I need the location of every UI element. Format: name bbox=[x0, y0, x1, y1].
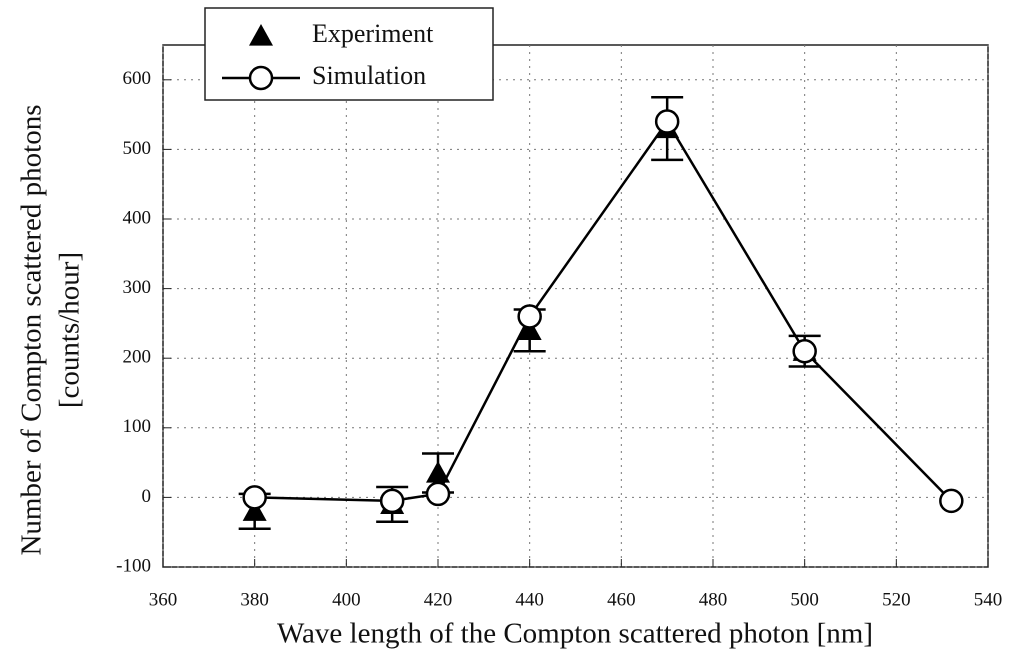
plot-frame bbox=[162, 44, 989, 568]
x-tick-label: 440 bbox=[515, 589, 544, 610]
x-axis-label: Wave length of the Compton scattered pho… bbox=[277, 618, 873, 650]
x-tick-label: 380 bbox=[240, 589, 269, 610]
marker-circle bbox=[425, 481, 451, 507]
x-tick-label: 420 bbox=[424, 589, 453, 610]
y-axis-label: [counts/hour] bbox=[54, 252, 86, 408]
x-tick-label: 360 bbox=[149, 589, 178, 610]
marker-triangle bbox=[517, 318, 542, 340]
marker-circle bbox=[939, 488, 964, 514]
y-tick-label: -100 bbox=[116, 555, 151, 576]
legend-label: Experiment bbox=[312, 19, 434, 48]
legend-label: Simulation bbox=[312, 61, 426, 90]
x-tick-label: 460 bbox=[607, 589, 636, 610]
marker-triangle bbox=[242, 499, 267, 521]
legend-marker bbox=[249, 24, 273, 46]
marker-circle bbox=[379, 488, 405, 514]
x-tick-label: 480 bbox=[699, 589, 728, 610]
y-tick-label: 400 bbox=[123, 207, 152, 228]
x-tick-label: 520 bbox=[882, 589, 911, 610]
legend-marker bbox=[248, 65, 274, 91]
y-tick-label: 600 bbox=[123, 68, 152, 89]
y-tick-label: 100 bbox=[123, 416, 152, 437]
marker-circle bbox=[242, 485, 267, 510]
x-tick-label: 400 bbox=[332, 589, 361, 610]
y-tick-label: 500 bbox=[123, 138, 152, 159]
y-tick-label: 300 bbox=[123, 277, 152, 298]
y-tick-label: 0 bbox=[142, 486, 152, 507]
x-tick-label: 540 bbox=[974, 589, 1003, 610]
x-tick-label: 500 bbox=[790, 589, 819, 610]
marker-triangle bbox=[426, 461, 450, 483]
marker-circle bbox=[792, 338, 817, 364]
marker-circle bbox=[517, 304, 542, 329]
y-tick-label: 200 bbox=[123, 347, 152, 368]
marker-circle bbox=[654, 109, 680, 134]
series-line bbox=[254, 119, 953, 503]
y-axis-label: Number of Compton scattered photons bbox=[16, 104, 48, 555]
